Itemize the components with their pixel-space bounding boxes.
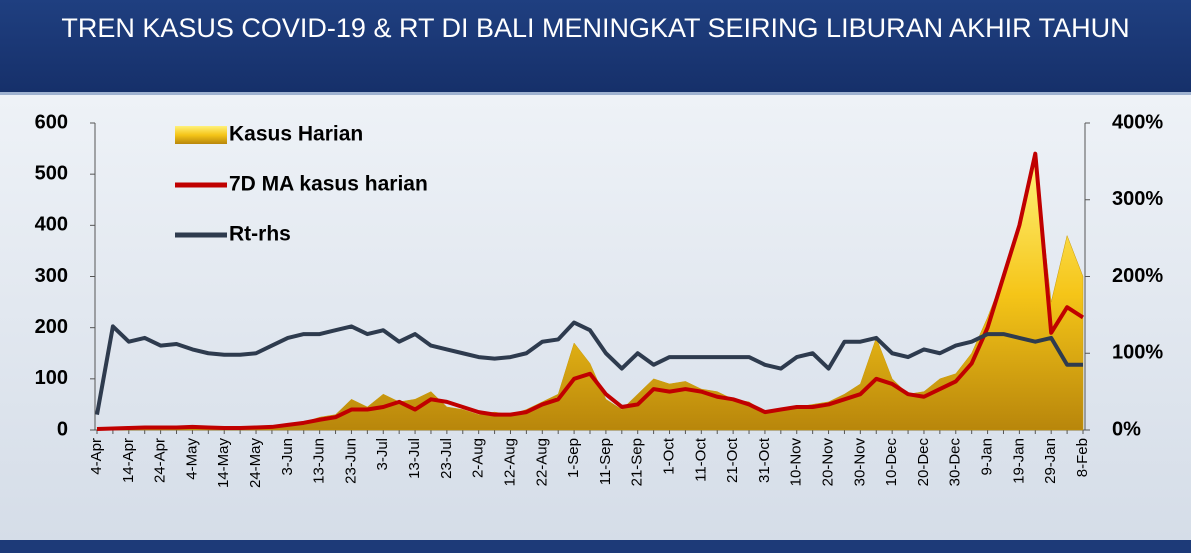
legend-label: 7D MA kasus harian [229,173,428,196]
line [96,151,1085,431]
x-tick-label: 13-Jun [311,438,328,484]
x-tick-label: 30-Nov [851,438,868,487]
x-tick-label: 19-Jan [1010,438,1027,484]
x-tick-label: 23-Jul [438,438,455,479]
line [95,320,1083,416]
chart-title: TREN KASUS COVID-19 & RT DI BALI MENINGK… [61,13,1130,43]
legend-label: Rt-rhs [229,223,291,246]
x-tick-label: 2-Aug [470,438,487,478]
x-tick-label: 14-May [215,438,232,489]
x-tick-label: 3-Jul [374,438,391,471]
x-tick-label: 9-Jan [979,438,996,476]
x-tick-label: 3-Jun [279,438,296,476]
x-tick-label: 4-Apr [88,438,105,475]
y-tick-label: 500 [35,162,68,184]
x-tick-label: 10-Dec [883,438,900,487]
legend-label: Kasus Harian [229,123,363,146]
y2-tick-label: 100% [1112,342,1163,364]
y-tick-label: 600 [35,111,68,133]
x-tick-label: 23-Jun [342,438,359,484]
y-tick-label: 400 [35,214,68,236]
x-tick-label: 11-Oct [692,437,709,482]
y-tick-label: 300 [35,265,68,287]
header: TREN KASUS COVID-19 & RT DI BALI MENINGK… [0,0,1191,95]
x-tick-label: 12-Aug [501,438,518,486]
y-tick-label: 100 [35,367,68,389]
x-tick-label: 22-Aug [533,438,550,486]
x-tick-label: 21-Sep [629,438,646,486]
x-tick-label: 20-Nov [820,438,837,487]
footer-bar [0,540,1191,553]
x-tick-label: 4-May [183,438,200,480]
x-tick-label: 24-May [247,438,264,489]
x-tick-label: 14-Apr [120,438,137,483]
x-tick-label: 1-Oct [660,437,677,475]
x-tick-label: 1-Sep [565,438,582,478]
x-tick-label: 31-Oct [756,437,773,483]
y2-tick-label: 0% [1112,418,1141,440]
chart: 0 100 200 300 400 500 600 0% 100% 200% 300% 400% 4-A… [0,95,1191,540]
legend-swatch [175,126,227,144]
x-tick-label: 30-Dec [947,438,964,487]
y-tick-label: 200 [35,316,68,338]
x-tick-label: 29-Jan [1042,438,1059,484]
x-tick-label: 11-Sep [597,438,614,485]
x-tick-label: 24-Apr [152,438,169,483]
x-tick-label: 8-Feb [1074,438,1091,477]
y2-tick-label: 300% [1112,188,1163,210]
y-tick-label: 0 [57,418,68,440]
y2-tick-label: 200% [1112,265,1163,287]
x-tick-label: 20-Dec [915,438,932,487]
y2-tick-label: 400% [1112,111,1163,133]
x-tick-label: 10-Nov [788,438,805,487]
x-tick-label: 13-Jul [406,438,423,479]
x-tick-label: 21-Oct [724,437,741,483]
